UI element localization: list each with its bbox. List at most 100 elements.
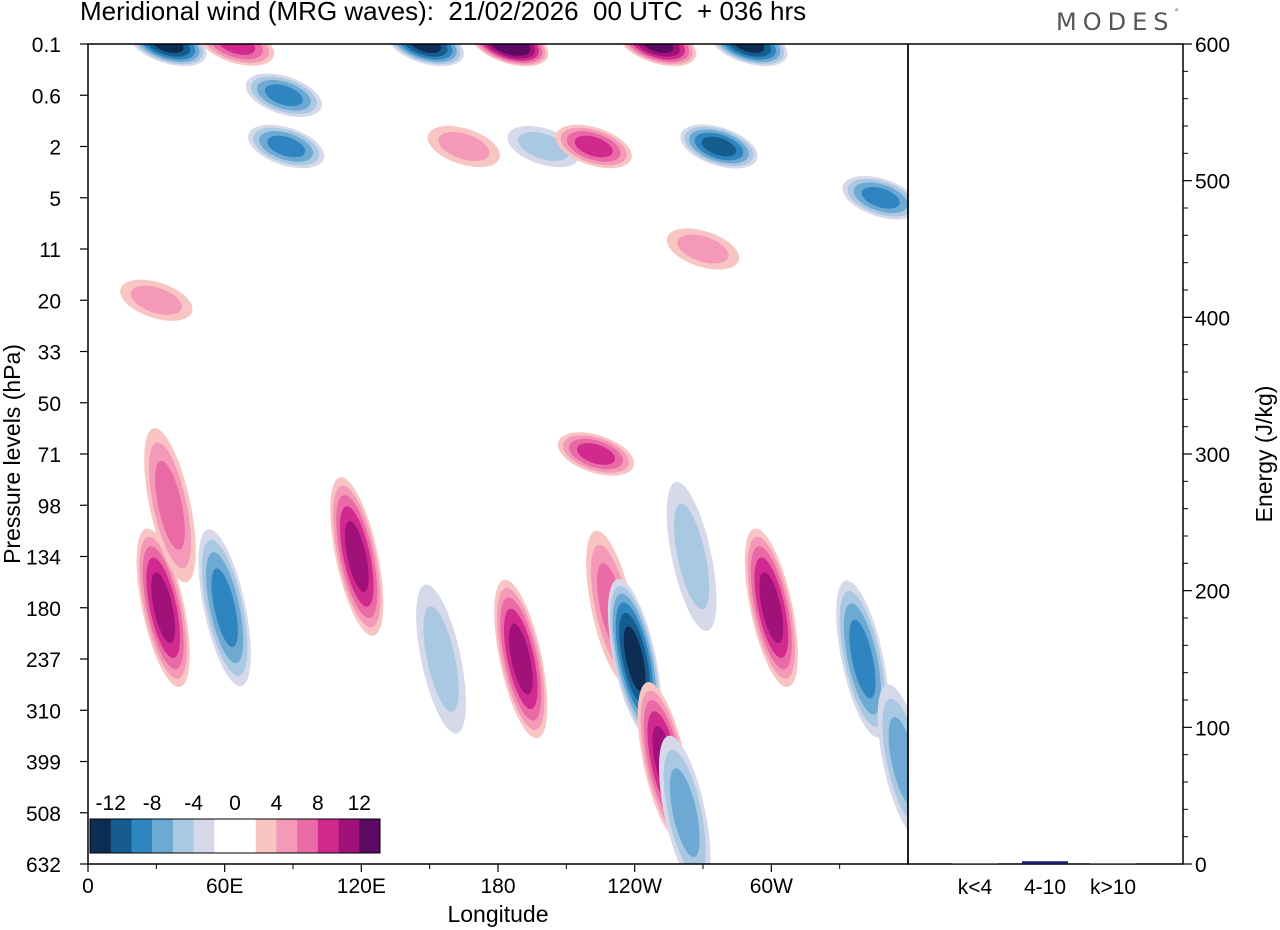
- x-tick-label: 120W: [607, 875, 662, 898]
- colorbar-tick-label: -4: [184, 792, 203, 815]
- energy-tick-label: 100: [1195, 717, 1230, 740]
- wind-anomaly-3: [245, 73, 323, 117]
- y-tick-label: 71: [38, 444, 61, 467]
- x-axis-label: Longitude: [447, 901, 548, 927]
- contour-level: [641, 44, 674, 54]
- energy-tick-label: 0: [1195, 854, 1207, 877]
- wind-anomaly-17: [144, 428, 196, 583]
- colorbar-swatch: [235, 819, 257, 853]
- wind-anomaly-19: [330, 477, 384, 636]
- energy-tick-label: 600: [1195, 34, 1230, 57]
- wind-anomaly-4: [248, 124, 325, 169]
- colorbar-swatch: [255, 819, 277, 853]
- colorbar-swatch: [297, 819, 319, 853]
- contour-level: [344, 521, 369, 592]
- energy-axes: 0 100 200 300 400 500 600 Energy (J/kg): [1183, 34, 1277, 877]
- wind-anomaly-7: [427, 125, 501, 168]
- contour-level: [701, 136, 737, 157]
- wind-anomaly-5: [386, 44, 464, 67]
- heatmap-frame: [87, 43, 909, 865]
- wind-anomaly-16: [136, 528, 190, 688]
- energy-bar-2: [1022, 861, 1068, 864]
- y-tick-label: 33: [38, 342, 61, 365]
- contour-level: [155, 460, 185, 550]
- colorbar-swatch: [359, 819, 381, 853]
- contour-level: [623, 626, 646, 692]
- x-tick-label: 60E: [206, 875, 243, 898]
- wind-anomaly-30: [877, 684, 908, 839]
- y-axis-label: Pressure levels (hPa): [0, 344, 25, 564]
- energy-tick-label: 400: [1195, 307, 1230, 330]
- wind-anomaly-28: [744, 528, 798, 688]
- energy-category-label: 4-10: [1024, 876, 1066, 899]
- contour-level: [217, 44, 256, 55]
- colorbar-swatch: [317, 819, 339, 853]
- wind-anomaly-22: [557, 432, 635, 476]
- colorbar-swatch: [110, 819, 132, 853]
- energy-tick-label: 500: [1195, 171, 1230, 194]
- x-tick-label: 60W: [750, 875, 793, 898]
- wind-anomaly-11: [709, 44, 788, 67]
- contour-level: [264, 84, 303, 107]
- y-tick-label: 98: [38, 495, 61, 518]
- x-tick-label: 0: [82, 875, 94, 898]
- energy-axis-label: Energy (J/kg): [1251, 386, 1277, 523]
- contour-level: [677, 234, 729, 264]
- energy-tick-label: 200: [1195, 581, 1230, 604]
- contour-level: [576, 443, 615, 465]
- y-tick-label: 20: [38, 290, 61, 313]
- colorbar-swatch: [131, 819, 153, 853]
- contour-level: [409, 44, 441, 54]
- y-tick-label: 11: [39, 239, 61, 262]
- brand-name: MODES: [1056, 8, 1175, 36]
- colorbar-swatch: [214, 819, 236, 853]
- wind-anomaly-14: [666, 228, 740, 270]
- wind-anomaly-1: [128, 44, 207, 67]
- wind-anomaly-13: [842, 176, 908, 220]
- colorbar-tick-label: 8: [312, 792, 324, 815]
- colorbar-swatch: [152, 819, 174, 853]
- colorbar-swatch: [172, 819, 194, 853]
- colorbar-swatch: [338, 819, 360, 853]
- wind-anomaly-21: [494, 579, 548, 739]
- energy-frame: [907, 43, 1184, 865]
- y-tick-label: 0.1: [32, 34, 61, 57]
- y-tick-label: 399: [26, 752, 61, 775]
- contour-level: [674, 503, 710, 610]
- contour-level: [732, 44, 765, 54]
- colorbar-tick-label: 0: [229, 792, 241, 815]
- x-tick-label: 180: [480, 875, 515, 898]
- colorbar-tick-label: -12: [96, 792, 126, 815]
- wind-anomaly-26: [666, 482, 717, 631]
- contour-level: [423, 606, 459, 712]
- contour-level: [849, 619, 876, 699]
- contour-level: [888, 717, 908, 806]
- energy-category-label: k>10: [1090, 876, 1136, 899]
- y-tick-label: 5: [49, 188, 61, 211]
- contour-level: [211, 568, 238, 648]
- y-tick-label: 310: [26, 700, 61, 723]
- colorbar-swatch: [193, 819, 215, 853]
- y-tick-label: 632: [26, 854, 61, 877]
- wind-anomaly-20: [416, 584, 466, 734]
- wind-anomaly-10: [555, 124, 632, 169]
- contour-level: [267, 135, 306, 158]
- contour-level: [508, 623, 533, 695]
- wind-anomaly-12: [680, 124, 758, 169]
- y-tick-label: 237: [26, 649, 61, 672]
- colorbar: -12 -8 -4 0 4 8 12: [89, 792, 381, 854]
- colorbar-tick-label: -8: [143, 792, 162, 815]
- y-tick-label: 0.6: [32, 85, 61, 108]
- contour-level: [151, 572, 176, 644]
- wind-anomaly-2: [197, 44, 275, 66]
- contour-level: [151, 44, 184, 54]
- brand-mark: °: [1174, 8, 1179, 18]
- contour-level: [494, 44, 525, 53]
- energy-bars: k<4 4-10 k>10: [952, 861, 1136, 899]
- energy-bar-3: [1090, 863, 1136, 864]
- colorbar-tick-label: 4: [271, 792, 283, 815]
- contour-level: [130, 285, 182, 315]
- wind-anomaly-9: [618, 44, 697, 67]
- y-tick-label: 50: [38, 393, 61, 416]
